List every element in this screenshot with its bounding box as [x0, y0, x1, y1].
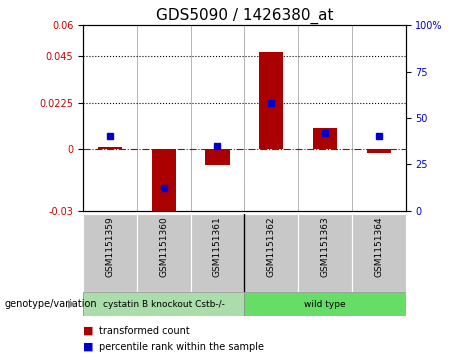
Bar	[244, 292, 406, 316]
Bar	[366, 149, 391, 153]
Bar	[244, 214, 298, 292]
Bar	[352, 214, 406, 292]
Text: ■: ■	[83, 342, 94, 352]
Bar	[313, 128, 337, 149]
Bar	[298, 214, 352, 292]
Text: wild type: wild type	[304, 299, 346, 309]
Text: GSM1151361: GSM1151361	[213, 216, 222, 277]
Text: GSM1151362: GSM1151362	[267, 216, 276, 277]
Text: GSM1151360: GSM1151360	[159, 216, 168, 277]
Text: ■: ■	[83, 326, 94, 336]
Bar	[83, 292, 244, 316]
Text: cystatin B knockout Cstb-/-: cystatin B knockout Cstb-/-	[103, 299, 225, 309]
Bar	[259, 52, 284, 149]
Title: GDS5090 / 1426380_at: GDS5090 / 1426380_at	[155, 8, 333, 24]
Bar	[152, 149, 176, 221]
Text: genotype/variation: genotype/variation	[5, 299, 97, 309]
Bar	[205, 149, 230, 165]
Bar	[83, 214, 137, 292]
Text: GSM1151364: GSM1151364	[374, 216, 383, 277]
Bar	[98, 147, 122, 149]
Text: transformed count: transformed count	[99, 326, 190, 336]
Bar	[137, 214, 190, 292]
Bar	[190, 214, 244, 292]
Text: GSM1151359: GSM1151359	[106, 216, 114, 277]
Text: ▶: ▶	[68, 299, 76, 309]
Text: GSM1151363: GSM1151363	[320, 216, 330, 277]
Text: percentile rank within the sample: percentile rank within the sample	[99, 342, 264, 352]
